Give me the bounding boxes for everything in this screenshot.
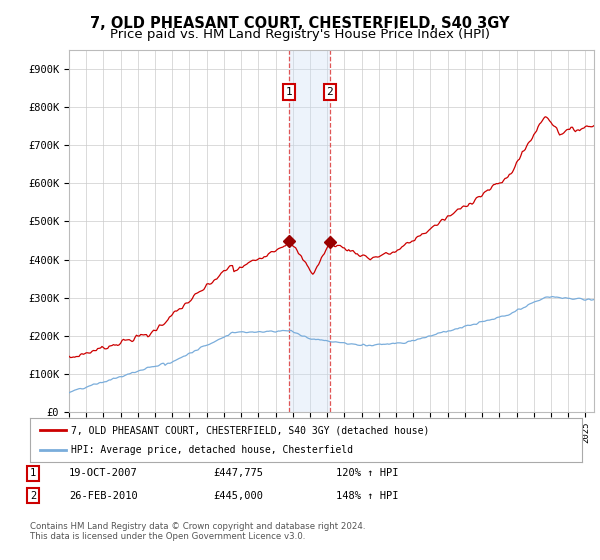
Text: £445,000: £445,000 xyxy=(213,491,263,501)
Text: 7, OLD PHEASANT COURT, CHESTERFIELD, S40 3GY: 7, OLD PHEASANT COURT, CHESTERFIELD, S40… xyxy=(90,16,510,31)
Text: 2: 2 xyxy=(326,87,333,97)
Text: 19-OCT-2007: 19-OCT-2007 xyxy=(69,468,138,478)
Text: 7, OLD PHEASANT COURT, CHESTERFIELD, S40 3GY (detached house): 7, OLD PHEASANT COURT, CHESTERFIELD, S40… xyxy=(71,425,430,435)
Text: Price paid vs. HM Land Registry's House Price Index (HPI): Price paid vs. HM Land Registry's House … xyxy=(110,28,490,41)
Text: 1: 1 xyxy=(30,468,36,478)
Text: 26-FEB-2010: 26-FEB-2010 xyxy=(69,491,138,501)
Text: 1: 1 xyxy=(286,87,293,97)
Text: 120% ↑ HPI: 120% ↑ HPI xyxy=(336,468,398,478)
Text: £447,775: £447,775 xyxy=(213,468,263,478)
Text: 2: 2 xyxy=(30,491,36,501)
Text: HPI: Average price, detached house, Chesterfield: HPI: Average price, detached house, Ches… xyxy=(71,445,353,455)
Bar xyxy=(289,50,330,412)
Text: Contains HM Land Registry data © Crown copyright and database right 2024.
This d: Contains HM Land Registry data © Crown c… xyxy=(30,522,365,542)
Text: 148% ↑ HPI: 148% ↑ HPI xyxy=(336,491,398,501)
